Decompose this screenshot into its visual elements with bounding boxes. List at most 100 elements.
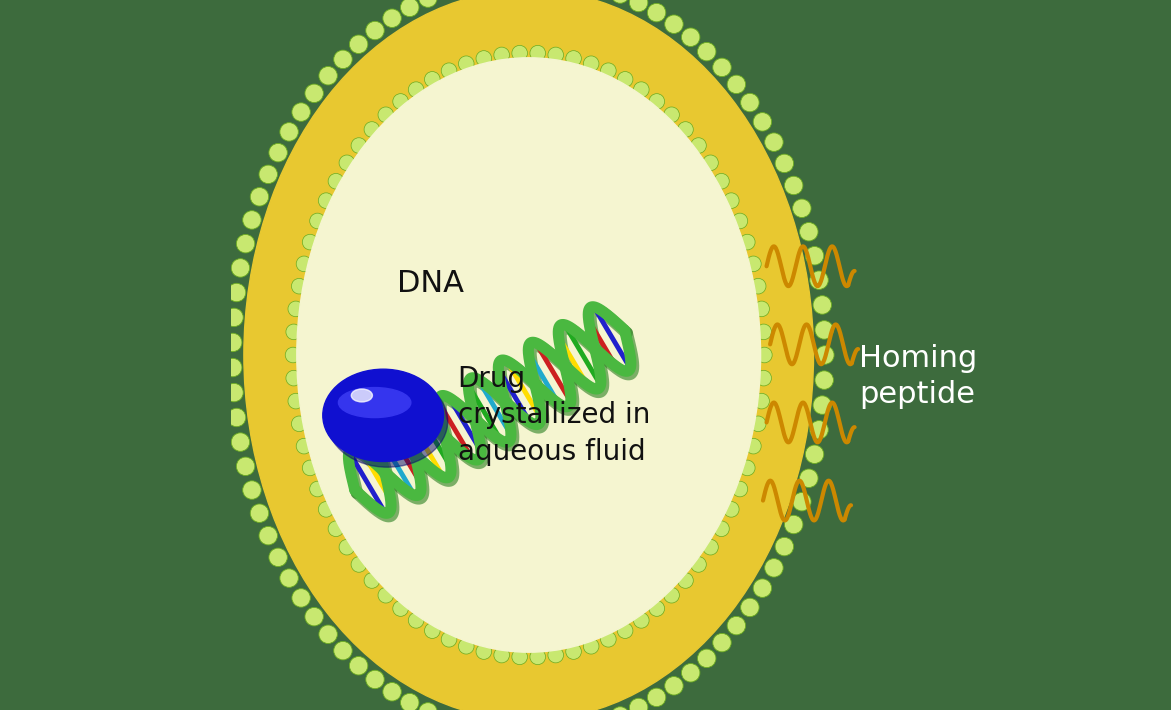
Circle shape (775, 537, 794, 556)
Circle shape (334, 50, 352, 69)
Circle shape (319, 67, 337, 85)
Circle shape (713, 633, 731, 652)
Circle shape (665, 15, 683, 33)
Circle shape (512, 649, 527, 665)
Circle shape (775, 154, 794, 173)
Circle shape (231, 258, 249, 277)
Circle shape (512, 45, 527, 61)
Circle shape (530, 45, 546, 61)
Circle shape (225, 308, 244, 327)
Circle shape (304, 84, 323, 102)
Circle shape (292, 589, 310, 607)
Circle shape (400, 694, 419, 710)
Circle shape (682, 28, 700, 46)
Circle shape (664, 107, 679, 123)
Circle shape (225, 383, 244, 402)
Circle shape (400, 0, 419, 16)
Circle shape (810, 420, 828, 439)
Circle shape (383, 9, 402, 28)
Circle shape (392, 94, 409, 109)
Circle shape (740, 93, 759, 111)
Circle shape (259, 526, 278, 545)
Circle shape (617, 72, 632, 87)
Circle shape (601, 631, 616, 647)
Circle shape (753, 579, 772, 597)
Circle shape (309, 213, 326, 229)
Circle shape (634, 82, 649, 97)
Circle shape (378, 107, 393, 123)
Circle shape (237, 457, 255, 476)
Circle shape (458, 56, 474, 72)
Circle shape (724, 501, 739, 517)
Circle shape (477, 50, 492, 66)
Circle shape (724, 193, 739, 209)
Circle shape (583, 56, 598, 72)
Circle shape (365, 670, 384, 689)
Circle shape (648, 688, 666, 706)
Circle shape (419, 703, 437, 710)
Circle shape (319, 193, 334, 209)
Circle shape (765, 559, 783, 577)
Circle shape (292, 278, 307, 294)
Circle shape (740, 599, 759, 617)
Circle shape (242, 211, 261, 229)
Circle shape (231, 433, 249, 452)
Circle shape (296, 438, 311, 454)
Circle shape (319, 625, 337, 643)
Circle shape (682, 664, 700, 682)
Circle shape (815, 371, 834, 389)
Circle shape (698, 43, 715, 61)
Circle shape (755, 324, 772, 339)
Text: Drug
crystallized in
aqueous fluid: Drug crystallized in aqueous fluid (458, 364, 650, 466)
Circle shape (816, 346, 834, 364)
Circle shape (727, 616, 746, 635)
Circle shape (611, 706, 630, 710)
Circle shape (251, 187, 268, 206)
Circle shape (392, 601, 409, 616)
Circle shape (629, 698, 648, 710)
Circle shape (269, 143, 287, 162)
Circle shape (286, 324, 302, 339)
Circle shape (286, 347, 301, 363)
Circle shape (409, 82, 424, 97)
Circle shape (409, 613, 424, 628)
Circle shape (713, 173, 730, 189)
Circle shape (328, 173, 344, 189)
Circle shape (648, 4, 666, 22)
Circle shape (793, 199, 812, 217)
Circle shape (494, 47, 509, 62)
Circle shape (678, 573, 693, 589)
Circle shape (286, 371, 302, 386)
Circle shape (678, 121, 693, 137)
Circle shape (280, 123, 299, 141)
Circle shape (340, 155, 355, 170)
Circle shape (349, 35, 368, 53)
Circle shape (292, 416, 307, 432)
Circle shape (739, 460, 755, 476)
Circle shape (302, 460, 319, 476)
Circle shape (785, 515, 803, 534)
Circle shape (259, 165, 278, 184)
Circle shape (785, 176, 803, 195)
Circle shape (269, 548, 287, 567)
Circle shape (227, 408, 246, 427)
Circle shape (583, 638, 598, 654)
Circle shape (566, 644, 581, 660)
Circle shape (351, 138, 367, 153)
Circle shape (732, 481, 748, 497)
Circle shape (288, 393, 303, 409)
Text: Homing
peptide: Homing peptide (858, 344, 977, 409)
Circle shape (753, 113, 772, 131)
Circle shape (424, 72, 440, 87)
Circle shape (441, 63, 457, 79)
Circle shape (458, 638, 474, 654)
Circle shape (340, 540, 355, 555)
Circle shape (813, 396, 831, 415)
Circle shape (810, 271, 828, 290)
Circle shape (288, 301, 303, 317)
Circle shape (649, 94, 665, 109)
Circle shape (566, 50, 581, 66)
Circle shape (419, 0, 437, 7)
Circle shape (251, 504, 268, 523)
Circle shape (713, 521, 730, 537)
